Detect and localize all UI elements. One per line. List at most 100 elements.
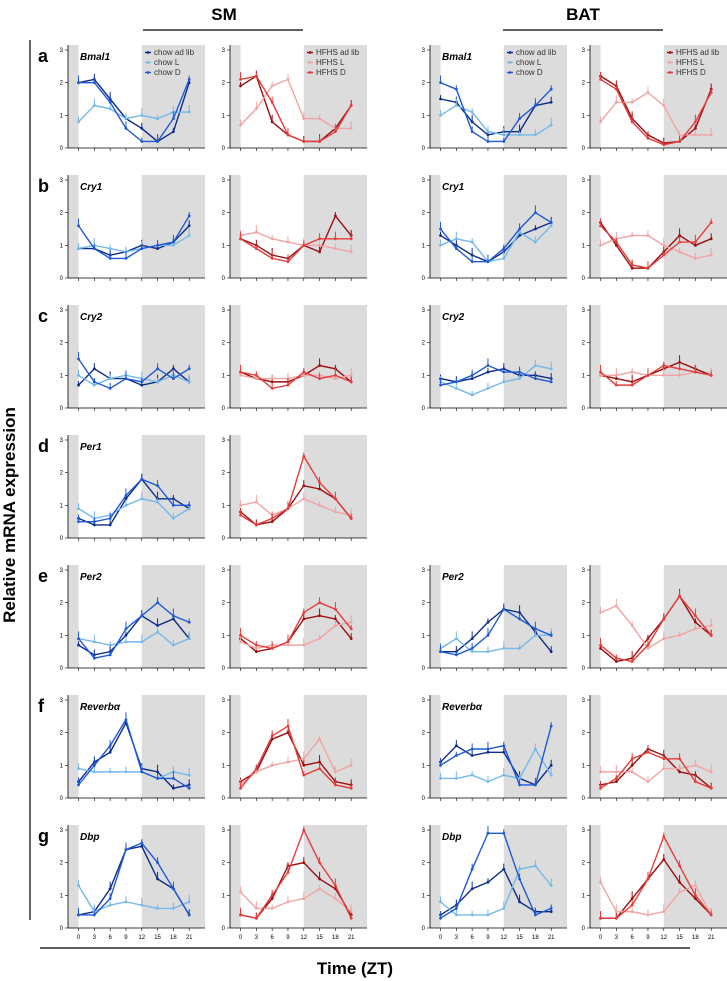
series-line	[440, 221, 552, 263]
series-line	[78, 367, 190, 386]
legend-label: HFHS L	[676, 58, 705, 67]
y-tick-label: 2	[222, 341, 226, 347]
series-line	[240, 374, 352, 380]
y-tick-label: 2	[222, 601, 226, 607]
gene-label: Cry1	[442, 182, 465, 193]
panel-letter: e	[38, 566, 48, 586]
y-tick-label: 3	[422, 178, 426, 184]
data-point	[333, 237, 337, 241]
y-tick-label: 2	[60, 731, 64, 737]
panel-letter: d	[38, 436, 49, 456]
y-tick-label: 0	[222, 666, 226, 672]
series-line	[78, 842, 190, 916]
data-point	[239, 237, 242, 241]
data-point	[318, 140, 321, 143]
y-tick-label: 3	[422, 828, 426, 834]
y-tick-label: 1	[222, 893, 226, 899]
data-point	[693, 133, 697, 137]
y-tick-label: 2	[60, 471, 64, 477]
y-tick-label: 3	[222, 178, 226, 184]
y-tick-label: 1	[422, 113, 426, 119]
y-tick-label: 1	[60, 503, 64, 509]
y-tick-label: 3	[582, 178, 586, 184]
y-tick-label: 3	[582, 48, 586, 54]
subplot-sm-chow: 0 1 2 3 Cry1	[60, 175, 205, 282]
y-tick-label: 3	[60, 308, 64, 314]
x-tick-label: 6	[270, 935, 274, 941]
subplot-sm-hfhs: 0 1 2 3	[222, 435, 367, 542]
y-tick-label: 0	[222, 146, 226, 152]
data-point	[171, 243, 175, 247]
data-point	[678, 140, 681, 143]
y-tick-label: 0	[422, 796, 426, 802]
y-tick-label: 0	[422, 276, 426, 282]
dark-phase-shade-start	[230, 565, 241, 668]
series-line	[600, 75, 712, 144]
y-tick-label: 3	[582, 568, 586, 574]
legend-marker	[668, 51, 672, 54]
dark-phase-shade	[503, 565, 567, 668]
x-tick-label: 6	[108, 935, 112, 941]
data-point	[599, 243, 602, 247]
y-tick-label: 2	[582, 341, 586, 347]
series-line	[599, 91, 712, 136]
series-line	[77, 215, 190, 260]
gene-label: Cry2	[442, 312, 465, 323]
series-line	[240, 231, 352, 253]
legend-marker	[308, 71, 312, 74]
gene-label: Reverbα	[80, 702, 121, 713]
series-line	[240, 615, 352, 653]
dark-phase-shade-start	[430, 695, 441, 798]
x-tick-label: 12	[138, 935, 145, 941]
y-tick-label: 1	[60, 373, 64, 379]
dark-phase-shade-start	[590, 305, 601, 408]
data-point	[333, 130, 337, 134]
series-line	[240, 214, 352, 260]
legend-label: chow L	[516, 58, 542, 67]
y-tick-label: 0	[60, 796, 64, 802]
y-tick-label: 0	[60, 536, 64, 542]
x-tick-label: 18	[532, 935, 539, 941]
x-tick-label: 21	[348, 935, 355, 941]
dark-phase-shade-start	[590, 825, 601, 928]
legend-label: HFHS ad lib	[316, 48, 360, 57]
y-tick-label: 3	[582, 828, 586, 834]
dark-phase-shade	[663, 305, 727, 408]
dark-phase-shade-start	[230, 305, 241, 408]
subplot-bat-chow: 0 1 2 3 Reverbα	[422, 695, 567, 802]
data-point	[333, 214, 337, 218]
y-tick-label: 0	[222, 796, 226, 802]
gene-label: Cry2	[80, 312, 103, 323]
y-tick-label: 2	[582, 861, 586, 867]
dark-phase-shade-start	[230, 435, 241, 538]
data-point	[439, 243, 442, 247]
subplot-sm-hfhs: 0 1 2 3	[222, 305, 367, 412]
data-point	[486, 140, 490, 143]
data-point	[502, 140, 506, 143]
x-tick-label: 3	[93, 935, 97, 941]
series-line	[600, 371, 712, 377]
legend-marker	[508, 51, 512, 54]
y-tick-label: 1	[222, 243, 226, 249]
panel-f: f 0 1 2 3 Reverbα 0 1 2 3 0 1 2 3 Reverbα 0 1 2 3	[38, 695, 727, 802]
series-line	[440, 744, 552, 786]
gene-label: Bmal1	[442, 52, 472, 63]
data-point	[187, 234, 191, 237]
data-point	[286, 240, 290, 244]
dark-phase-shade	[303, 825, 367, 928]
series-line	[600, 78, 712, 146]
subplot-sm-hfhs: 0 1 2 3	[222, 565, 367, 672]
data-point	[549, 221, 553, 224]
y-tick-label: 1	[422, 243, 426, 249]
subplot-sm-hfhs: 0 1 2 3	[222, 695, 367, 802]
y-tick-label: 0	[222, 536, 226, 542]
data-point	[678, 234, 681, 237]
subplot-sm-chow: 0 1 2 3 Reverbα	[60, 695, 205, 802]
y-tick-label: 0	[222, 276, 226, 282]
y-tick-label: 1	[582, 113, 586, 119]
y-tick-label: 1	[60, 893, 64, 899]
y-tick-label: 2	[422, 861, 426, 867]
data-point	[533, 240, 537, 244]
